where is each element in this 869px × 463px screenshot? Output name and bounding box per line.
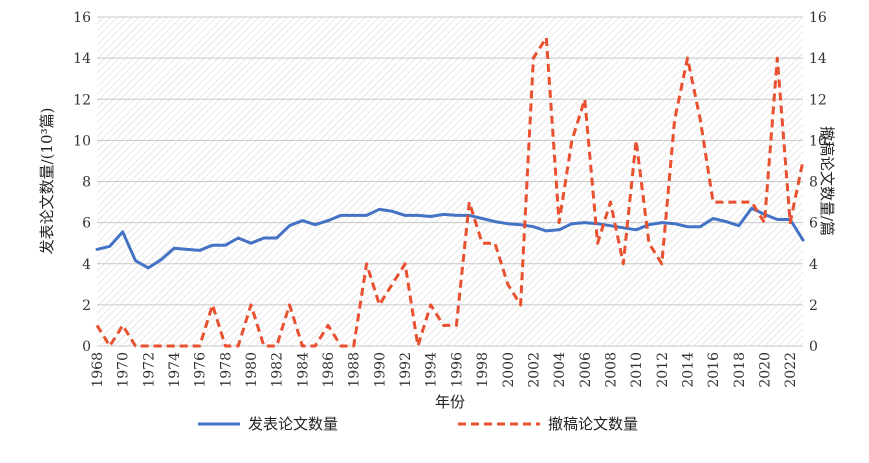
legend: 发表论文数量 撤稿论文数量 [198,415,638,433]
x-tick: 1976 [193,352,209,388]
right-axis-ticks: 0 2 4 6 8 10 12 14 16 [809,10,827,355]
y-tick-right: 10 [809,133,827,149]
y-tick-right: 6 [809,216,818,232]
x-tick: 2016 [706,352,722,388]
legend-label-published: 发表论文数量 [248,415,338,433]
x-tick: 2002 [526,352,542,388]
left-axis-ticks: 0 2 4 6 8 10 12 14 16 [73,10,91,355]
x-tick: 1988 [347,352,363,388]
y-tick-right: 12 [809,92,827,108]
y-tick-left: 8 [82,175,91,191]
y-tick-left: 6 [82,216,91,232]
legend-label-retracted: 撤稿论文数量 [548,415,638,433]
series-lines [95,36,805,348]
x-axis-ticks: 1968 1970 1972 1974 1976 1978 1980 1982 1984 1986… [90,352,799,388]
x-tick: 1980 [244,352,260,388]
x-tick: 1972 [141,352,157,388]
x-tick: 2022 [783,352,799,388]
x-tick: 1982 [270,352,286,388]
x-tick: 1994 [424,352,440,388]
y-tick-left: 10 [73,133,91,149]
x-tick: 2012 [655,352,671,388]
y-axis-right-label: 撤稿论文数量/篇 [818,126,836,236]
x-tick: 1986 [321,352,337,388]
x-tick: 2018 [732,352,748,388]
y-tick-left: 14 [73,51,91,67]
y-tick-right: 4 [809,257,818,273]
x-tick: 1978 [218,352,234,388]
series-line-published [95,206,805,270]
x-tick: 1998 [475,352,491,388]
x-tick: 1974 [167,352,183,388]
x-tick: 2000 [501,352,517,388]
y-tick-right: 0 [809,339,818,355]
x-tick: 1968 [90,352,106,388]
x-tick: 2006 [578,352,594,388]
y-tick-left: 4 [82,257,91,273]
y-tick-left: 0 [82,339,91,355]
x-tick: 2008 [603,352,619,388]
y-tick-right: 14 [809,51,827,67]
x-tick: 1970 [116,352,132,388]
series-line-retracted [95,36,805,348]
x-axis-label: 年份 [435,393,465,411]
x-tick: 2004 [552,352,568,388]
x-tick: 1990 [372,352,388,388]
y-axis-left-label: 发表论文数量/(10³篇) [38,108,56,255]
x-tick: 2010 [629,352,645,388]
x-tick: 1992 [398,352,414,388]
x-tick: 1996 [449,352,465,388]
x-tick: 2020 [757,352,773,388]
x-tick: 1984 [295,352,311,388]
y-tick-right: 16 [809,10,827,26]
y-tick-left: 2 [82,298,91,314]
y-tick-right: 8 [809,175,818,191]
x-tick: 2014 [680,352,696,388]
y-tick-left: 16 [73,10,91,26]
y-tick-left: 12 [73,92,91,108]
y-tick-right: 2 [809,298,818,314]
gridlines [97,16,803,347]
